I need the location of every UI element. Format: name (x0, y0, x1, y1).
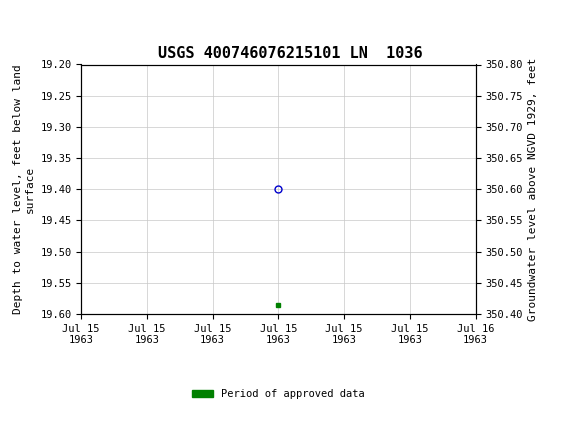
Text: USGS 400746076215101 LN  1036: USGS 400746076215101 LN 1036 (158, 46, 422, 61)
Y-axis label: Groundwater level above NGVD 1929, feet: Groundwater level above NGVD 1929, feet (528, 58, 538, 321)
Y-axis label: Depth to water level, feet below land
surface: Depth to water level, feet below land su… (13, 64, 35, 314)
Text: USGS: USGS (38, 12, 102, 33)
Legend: Period of approved data: Period of approved data (188, 385, 369, 403)
